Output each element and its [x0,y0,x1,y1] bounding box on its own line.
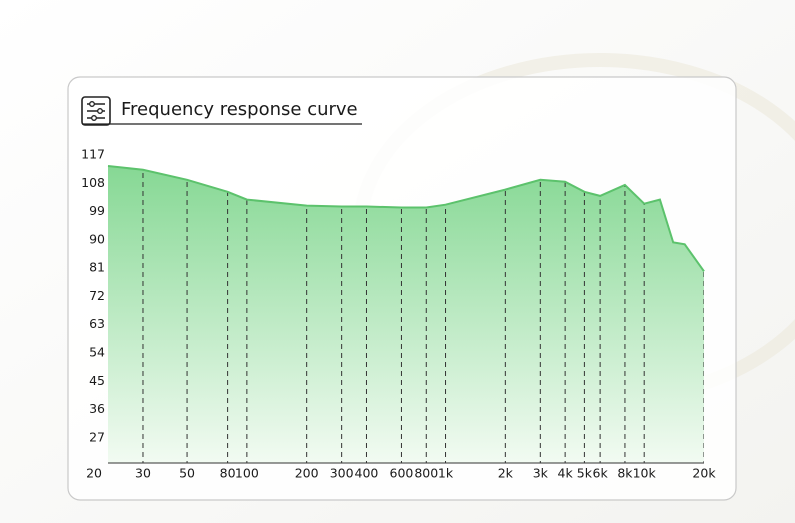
y-tick-label: 90 [89,231,105,246]
plot: 20 30 50 80 100 200 300 400 600 800 1k 2k 3k 4k 5k 6k 8k… [81,147,716,481]
x-tick-label: 30 [135,466,151,481]
x-tick-label: 2k [498,466,514,481]
y-tick-label: 108 [81,175,105,190]
x-tick-label: 20 [86,466,102,481]
x-tick-label: 10k [633,466,657,481]
curve [107,165,705,272]
x-tick-label: 200 [295,466,319,481]
x-tick-label: 400 [355,466,379,481]
x-tick-label: 4k [558,466,574,481]
y-tick-label: 72 [89,288,105,303]
y-tick-label: 45 [89,373,105,388]
x-tick-label: 3k [533,466,549,481]
y-tick-label: 36 [89,401,105,416]
x-tick-label: 50 [179,466,195,481]
x-tick-label: 6k [593,466,609,481]
x-tick-label: 100 [235,466,259,481]
title-icon [81,96,111,126]
y-tick-label: 81 [89,260,105,275]
x-tick-label: 80 [220,466,236,481]
y-tick-label: 63 [89,316,105,331]
x-tick-label: 300 [330,466,354,481]
y-tick-label: 27 [89,429,105,444]
x-tick-label: 600 [390,466,414,481]
y-tick-label: 54 [89,345,105,360]
x-tick-label: 5k [577,466,593,481]
x-tick-label: 1k [438,466,454,481]
y-tick-label: 117 [81,147,105,162]
x-tick-label: 8k [617,466,633,481]
x-tick-label: 20k [692,466,716,481]
chart-title: Frequency response curve [121,99,358,120]
x-tick-label: 800 [414,466,438,481]
area [108,166,704,463]
y-tick-label: 99 [89,203,105,218]
